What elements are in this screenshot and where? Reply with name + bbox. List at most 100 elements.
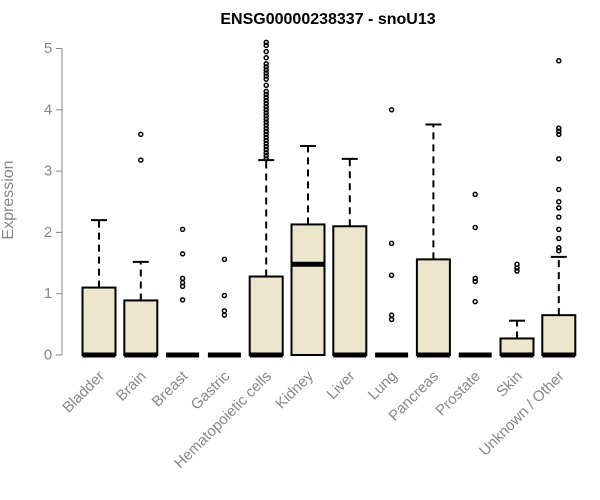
outlier-point <box>556 226 562 233</box>
box-group <box>499 261 535 358</box>
outlier-point <box>263 88 269 95</box>
outlier-point <box>263 67 269 73</box>
x-tick-label: Breast <box>149 367 192 410</box>
outlier-point <box>179 251 186 257</box>
outlier-point <box>263 54 269 61</box>
outlier-point <box>263 156 269 162</box>
x-tick-label: Skin <box>493 368 526 401</box>
outlier-point <box>263 91 269 98</box>
box-rect <box>541 314 577 356</box>
outlier-point <box>263 131 269 138</box>
outlier-point <box>556 248 562 254</box>
outlier-point <box>263 97 269 104</box>
outlier-point <box>263 48 269 55</box>
box-rect <box>332 225 368 356</box>
outlier-point <box>514 268 520 274</box>
box-group <box>375 107 409 358</box>
outlier-point <box>556 128 562 135</box>
outlier-point <box>221 292 228 299</box>
y-tick-label: 0 <box>44 347 52 364</box>
outlier-point <box>556 244 562 251</box>
outlier-point <box>388 316 395 323</box>
outlier-point <box>263 64 269 70</box>
outlier-point <box>472 298 478 305</box>
box-rect <box>123 299 159 356</box>
outlier-point <box>556 199 562 205</box>
outlier-point <box>472 224 478 231</box>
outlier-point <box>263 116 269 122</box>
outlier-point <box>556 205 562 211</box>
box-rect <box>415 258 451 357</box>
outlier-point <box>556 235 562 242</box>
box-group <box>166 226 200 358</box>
outlier-point <box>263 113 269 119</box>
outlier-point <box>263 143 269 150</box>
outlier-point <box>263 128 269 135</box>
outlier-point <box>388 272 395 279</box>
outlier-point <box>388 240 395 247</box>
outlier-point <box>472 191 478 198</box>
x-tick-label: Brain <box>113 368 150 405</box>
outlier-point <box>556 156 562 162</box>
box-rect <box>248 275 284 357</box>
y-tick-label: 2 <box>44 224 52 241</box>
y-axis: 0 1 2 3 4 5 <box>44 40 63 364</box>
outlier-point <box>221 312 228 318</box>
outlier-point <box>263 122 269 128</box>
x-tick-label: Kidney <box>272 367 317 412</box>
box-group <box>81 219 117 358</box>
box-group <box>541 58 577 358</box>
outlier-point <box>388 312 395 318</box>
outlier-point <box>263 125 269 131</box>
outlier-point <box>221 308 228 314</box>
outlier-point <box>263 39 269 46</box>
x-tick-label: Prostate <box>432 368 484 420</box>
outlier-point <box>556 131 562 138</box>
box-series <box>81 39 577 358</box>
outlier-point <box>138 157 144 163</box>
outlier-point <box>263 82 269 89</box>
outlier-point <box>263 103 269 110</box>
box-group <box>415 123 451 358</box>
outlier-point <box>472 278 478 285</box>
outlier-point <box>263 146 269 153</box>
box-group <box>248 39 284 358</box>
outlier-point <box>263 153 269 159</box>
outlier-point <box>179 226 186 233</box>
outlier-point <box>263 107 269 113</box>
outlier-point <box>263 134 269 141</box>
outlier-point <box>179 279 186 286</box>
x-tick-label: Lung <box>365 368 401 404</box>
y-tick-label: 5 <box>44 40 52 57</box>
outlier-point <box>514 261 520 268</box>
box-group <box>458 191 492 358</box>
outlier-point <box>263 119 269 125</box>
outlier-point <box>263 140 269 147</box>
outlier-point <box>263 61 269 67</box>
outlier-point <box>138 131 144 138</box>
outlier-point <box>556 125 562 131</box>
outlier-point <box>556 186 562 193</box>
box-group <box>290 144 326 356</box>
outlier-point <box>263 42 269 49</box>
y-tick-label: 3 <box>44 163 52 180</box>
outlier-point <box>263 70 269 76</box>
y-tick-label: 4 <box>44 101 52 118</box>
outlier-point <box>263 94 269 101</box>
outlier-point <box>179 297 186 303</box>
outlier-point <box>263 73 269 79</box>
outlier-point <box>221 256 228 263</box>
outlier-point <box>472 275 478 282</box>
box-group <box>207 256 241 358</box>
outlier-point <box>263 149 269 156</box>
outlier-point <box>263 76 269 82</box>
box-rect <box>81 286 117 357</box>
outlier-point <box>263 100 269 107</box>
chart-title: ENSG00000238337 - snoU13 <box>220 11 435 28</box>
outlier-point <box>388 107 395 113</box>
y-tick-label: 1 <box>44 285 52 302</box>
x-tick-label: Liver <box>324 368 359 403</box>
outlier-point <box>263 137 269 144</box>
